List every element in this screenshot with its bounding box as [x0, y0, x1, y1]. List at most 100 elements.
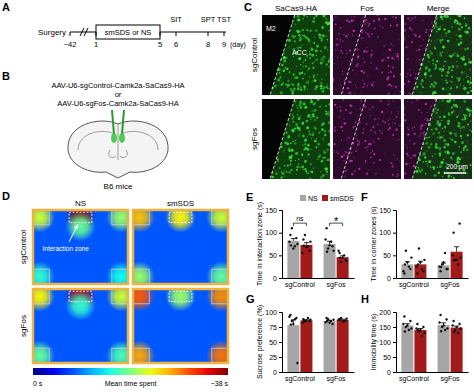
sacas9-speckle: [439, 135, 440, 136]
fos-speckle: [354, 171, 355, 172]
data-point: [415, 265, 417, 267]
fos-speckle: [387, 177, 388, 178]
sacas9-speckle: [425, 160, 427, 162]
sacas9-speckle: [308, 67, 310, 69]
fos-speckle: [333, 72, 335, 74]
fos-speckle: [372, 139, 373, 140]
sacas9-speckle: [451, 76, 453, 78]
sacas9-speckle: [467, 76, 468, 77]
y-tick-label: 50: [269, 252, 277, 259]
sacas9-speckle: [293, 74, 295, 76]
region-boundary: [341, 99, 365, 179]
sacas9-channel: [412, 15, 472, 95]
sacas9-speckle: [303, 67, 304, 68]
fos-speckle: [388, 104, 389, 105]
data-point: [459, 327, 461, 329]
sacas9-speckle: [466, 148, 469, 151]
data-point: [442, 324, 444, 326]
sacas9-speckle: [299, 37, 301, 39]
fos-speckle: [404, 23, 406, 25]
sacas9-speckle: [279, 77, 281, 79]
sacas9-speckle: [322, 174, 325, 177]
sacas9-speckle: [470, 90, 472, 92]
data-point: [446, 327, 448, 329]
fos-speckle: [407, 155, 408, 156]
sacas9-speckle: [456, 39, 457, 40]
fos-speckle: [340, 84, 341, 85]
sacas9-speckle: [306, 126, 309, 129]
sacas9-speckle: [326, 148, 328, 150]
data-point: [337, 250, 339, 252]
fos-speckle: [397, 111, 399, 113]
sacas9-speckle: [438, 147, 441, 150]
sacas9-speckle: [446, 89, 447, 90]
sacas9-speckle: [311, 81, 312, 82]
sacas9-speckle: [439, 116, 441, 118]
fos-speckle: [394, 122, 396, 124]
sacas9-speckle: [443, 28, 445, 30]
fos-speckle: [412, 154, 414, 156]
fos-speckle: [349, 49, 351, 51]
sacas9-speckle: [283, 56, 286, 59]
x-axis-line: [397, 278, 469, 279]
fos-speckle: [354, 16, 356, 18]
sacas9-speckle: [440, 136, 443, 139]
sacas9-speckle: [314, 109, 317, 112]
fos-speckle: [379, 20, 380, 21]
sacas9-speckle: [438, 28, 441, 31]
corner-zone: [33, 210, 49, 225]
fos-speckle: [378, 118, 380, 120]
sacas9-speckle: [306, 81, 308, 83]
sacas9-speckle: [277, 78, 280, 81]
sacas9-speckle: [463, 85, 465, 87]
sacas9-speckle: [459, 23, 462, 26]
x-axis: sgControlsgFos: [283, 279, 355, 289]
y-tick: 0: [387, 369, 396, 376]
fos-speckle: [358, 168, 360, 170]
sacas9-speckle: [442, 39, 444, 41]
sacas9-speckle: [427, 166, 428, 167]
fos-speckle: [381, 60, 383, 62]
sacas9-speckle: [439, 151, 440, 152]
sacas9-speckle: [320, 176, 323, 179]
sacas9-speckle: [428, 146, 431, 149]
y-tick-mark: [279, 312, 282, 313]
sacas9-speckle: [312, 67, 314, 69]
sacas9-speckle: [456, 159, 458, 161]
fos-speckle: [386, 112, 387, 113]
fos-speckle: [406, 147, 407, 148]
sacas9-speckle: [324, 168, 327, 171]
sacas9-speckle: [311, 149, 312, 150]
sacas9-speckle: [422, 155, 423, 156]
fos-speckle: [388, 83, 390, 85]
fos-speckle: [363, 83, 365, 85]
sacas9-speckle: [428, 160, 431, 163]
arena-frame: [133, 210, 228, 284]
arena-frame: [133, 289, 228, 363]
sacas9-speckle: [436, 60, 438, 62]
fos-channel: [333, 15, 401, 95]
corner-zone: [212, 289, 228, 304]
sacas9-speckle: [280, 176, 283, 179]
y-tick-mark: [279, 342, 282, 343]
fos-speckle: [352, 30, 354, 32]
sacas9-speckle: [469, 91, 470, 92]
sacas9-speckle: [312, 62, 314, 64]
y-tick-label: 50: [383, 354, 391, 361]
y-tick-label: 50: [269, 339, 277, 346]
day-label: 8: [206, 40, 210, 49]
fos-speckle: [345, 56, 346, 57]
sacas9-speckle: [434, 153, 436, 155]
sacas9-speckle: [458, 122, 460, 124]
fos-speckle: [389, 127, 391, 129]
sacas9-speckle: [296, 169, 298, 171]
sacas9-speckle: [328, 60, 330, 63]
fos-speckle: [375, 67, 377, 69]
sacas9-speckle: [298, 117, 301, 120]
data-point: [402, 323, 404, 325]
sacas9-speckle: [321, 34, 324, 37]
sacas9-speckle: [458, 28, 459, 29]
sacas9-speckle: [450, 55, 453, 58]
sacas9-speckle: [466, 77, 468, 79]
data-point: [458, 222, 460, 224]
